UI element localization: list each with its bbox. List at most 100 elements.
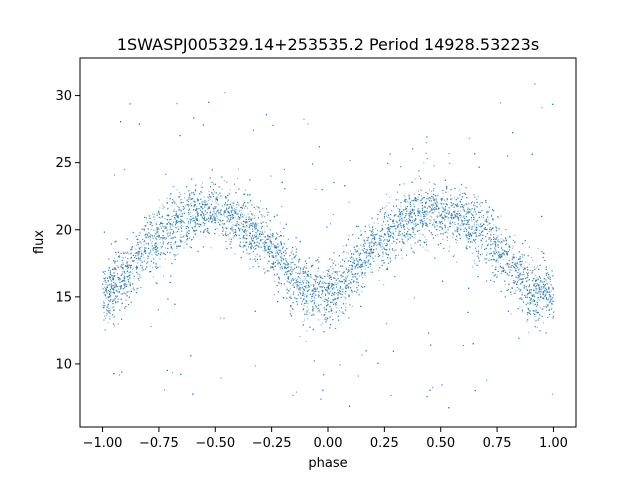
data-point	[185, 225, 187, 227]
data-point	[126, 291, 128, 293]
data-point	[402, 214, 404, 216]
data-point	[528, 286, 530, 288]
data-point	[249, 194, 251, 196]
data-point	[105, 283, 107, 285]
data-point	[428, 189, 430, 191]
data-point	[384, 216, 386, 218]
data-point	[331, 313, 333, 315]
data-point	[247, 213, 249, 215]
data-point	[246, 241, 248, 243]
data-point	[395, 254, 397, 256]
data-point	[177, 216, 179, 218]
data-point	[141, 254, 143, 256]
data-point	[184, 222, 186, 224]
data-point	[348, 279, 350, 281]
data-point	[319, 281, 321, 283]
data-point	[159, 238, 161, 240]
data-point	[180, 241, 182, 243]
data-point	[277, 263, 279, 265]
data-point	[249, 201, 251, 203]
data-point	[377, 213, 379, 215]
data-point	[143, 254, 145, 256]
data-point	[143, 244, 145, 246]
data-point	[150, 252, 152, 254]
data-point	[351, 254, 353, 256]
data-point	[223, 213, 225, 215]
data-point	[317, 294, 319, 296]
data-point	[278, 278, 280, 280]
data-point	[331, 273, 333, 275]
data-point	[370, 268, 372, 270]
data-point	[526, 321, 528, 323]
data-point	[140, 247, 142, 249]
data-point	[310, 301, 312, 303]
data-point	[263, 216, 265, 218]
data-point	[452, 237, 454, 239]
data-point	[425, 142, 427, 144]
data-point	[294, 277, 296, 279]
data-point	[259, 243, 261, 245]
data-point	[106, 286, 108, 288]
data-point	[254, 217, 256, 219]
data-point	[407, 200, 409, 202]
data-point	[546, 291, 548, 293]
data-point	[104, 272, 106, 274]
data-point	[177, 226, 179, 228]
data-point	[525, 294, 527, 296]
data-point	[375, 228, 377, 230]
data-point	[369, 264, 371, 266]
data-point	[490, 230, 492, 232]
data-point	[235, 223, 237, 225]
data-point	[130, 253, 132, 255]
data-point	[345, 298, 347, 300]
data-point	[387, 227, 389, 229]
data-point	[123, 277, 125, 279]
data-point	[350, 268, 352, 270]
data-point	[106, 308, 108, 310]
data-point	[412, 210, 414, 212]
data-point	[203, 204, 205, 206]
data-point	[508, 266, 510, 268]
data-point	[135, 248, 137, 250]
data-point	[208, 191, 210, 193]
data-point	[247, 207, 249, 209]
data-point	[148, 244, 150, 246]
data-point	[262, 208, 264, 210]
data-point	[285, 253, 287, 255]
data-point	[500, 263, 502, 265]
data-point	[249, 268, 251, 270]
data-point	[309, 300, 311, 302]
data-point	[256, 231, 258, 233]
data-point	[528, 309, 530, 311]
data-point	[464, 210, 466, 212]
data-point	[313, 303, 315, 305]
data-point	[471, 266, 473, 268]
data-point	[243, 230, 245, 232]
data-point	[169, 229, 171, 231]
data-point	[306, 306, 308, 308]
data-point	[330, 223, 332, 225]
data-point	[496, 253, 498, 255]
data-point	[313, 300, 315, 302]
data-point	[368, 245, 370, 247]
data-point	[309, 289, 311, 291]
data-point	[270, 246, 272, 248]
data-point	[262, 250, 264, 252]
data-point	[508, 266, 510, 268]
data-point	[156, 247, 158, 249]
data-point	[108, 300, 110, 302]
data-point	[473, 230, 475, 232]
data-point	[345, 286, 347, 288]
data-point	[416, 223, 418, 225]
data-point	[226, 215, 228, 217]
data-point	[362, 283, 364, 285]
data-point	[169, 219, 171, 221]
data-point	[427, 214, 429, 216]
data-point	[113, 324, 115, 326]
data-point	[431, 216, 433, 218]
data-point	[343, 313, 345, 315]
data-point	[256, 238, 258, 240]
data-point	[249, 228, 251, 230]
data-point	[520, 290, 522, 292]
data-point	[440, 213, 442, 215]
